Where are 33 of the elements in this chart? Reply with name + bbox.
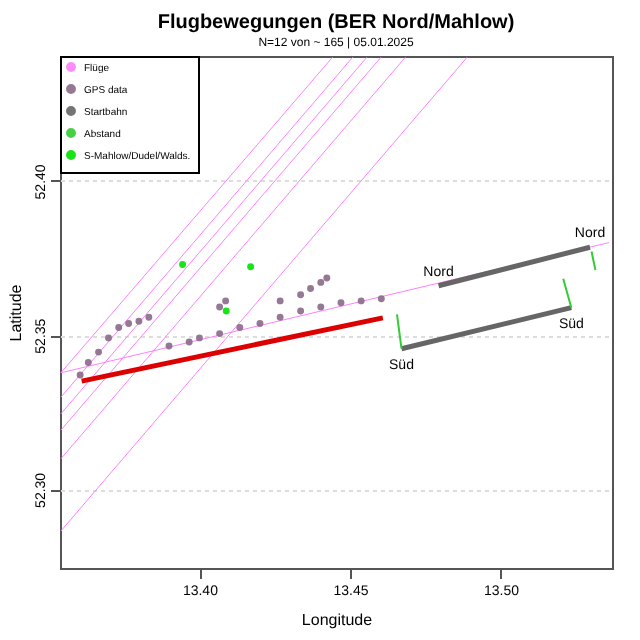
- point: [216, 330, 224, 338]
- point: [236, 323, 244, 331]
- point: [317, 303, 325, 311]
- point: [145, 313, 153, 321]
- point: [222, 307, 230, 315]
- point: [125, 319, 133, 327]
- point: [297, 307, 305, 315]
- point: [317, 278, 325, 286]
- point: [115, 323, 123, 331]
- point: [256, 319, 264, 327]
- point: [195, 334, 203, 342]
- point: [165, 342, 173, 350]
- point: [297, 291, 305, 299]
- point: [135, 317, 143, 325]
- point: [76, 371, 84, 379]
- point: [222, 297, 230, 305]
- point: [247, 263, 255, 271]
- point: [216, 303, 224, 311]
- point: [95, 348, 103, 356]
- point: [276, 297, 284, 305]
- point: [337, 299, 345, 307]
- point: [323, 274, 331, 282]
- point: [377, 295, 385, 303]
- chart-title: Flugbewegungen (BER Nord/Mahlow): [157, 12, 515, 34]
- point: [307, 285, 315, 293]
- x-axis-title: Longitude: [301, 611, 374, 629]
- y-axis-title: Latitude: [7, 283, 25, 342]
- point: [185, 338, 193, 346]
- point: [357, 297, 365, 305]
- point: [84, 359, 92, 367]
- point: [179, 261, 187, 268]
- point: [105, 334, 112, 342]
- point: [276, 313, 284, 321]
